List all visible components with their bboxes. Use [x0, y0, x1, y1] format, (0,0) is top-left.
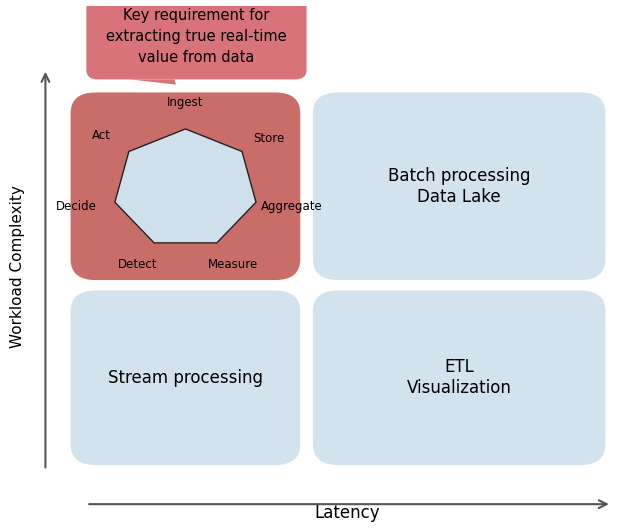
- Text: Stream processing: Stream processing: [108, 369, 263, 387]
- Text: Workload Complexity: Workload Complexity: [9, 186, 25, 349]
- FancyBboxPatch shape: [87, 0, 307, 79]
- FancyBboxPatch shape: [313, 93, 605, 280]
- FancyBboxPatch shape: [71, 290, 300, 465]
- Text: Decide: Decide: [56, 200, 97, 213]
- Text: Batch processing
Data Lake: Batch processing Data Lake: [388, 167, 530, 206]
- Text: Act: Act: [92, 129, 111, 142]
- Text: ETL
Visualization: ETL Visualization: [407, 358, 511, 397]
- Text: Detect: Detect: [118, 258, 158, 271]
- FancyBboxPatch shape: [313, 290, 605, 465]
- Text: Store: Store: [253, 132, 285, 145]
- Polygon shape: [115, 129, 256, 243]
- Text: Ingest: Ingest: [167, 96, 204, 110]
- FancyBboxPatch shape: [71, 93, 300, 280]
- Text: Latency: Latency: [315, 504, 380, 523]
- Text: Aggregate: Aggregate: [261, 200, 323, 213]
- Polygon shape: [130, 79, 176, 85]
- Text: Measure: Measure: [208, 258, 258, 271]
- Text: Key requirement for
extracting true real-time
value from data: Key requirement for extracting true real…: [106, 8, 287, 65]
